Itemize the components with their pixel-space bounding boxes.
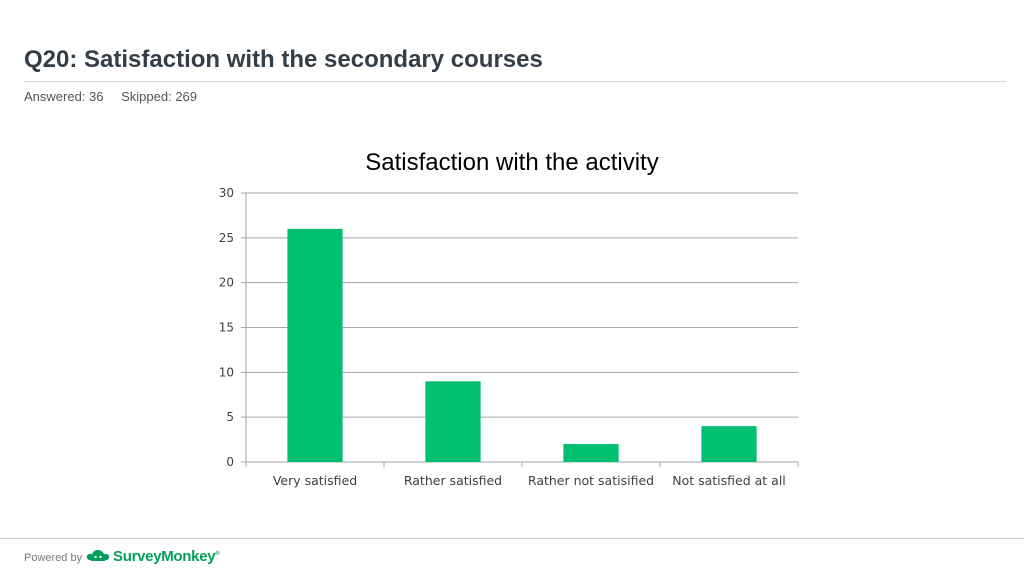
- y-tick-label: 15: [219, 321, 234, 335]
- title-divider: [24, 81, 1006, 82]
- y-tick-label: 5: [226, 410, 234, 424]
- y-tick-label: 20: [219, 276, 234, 290]
- bar: [563, 444, 619, 462]
- x-tick-label: Rather satisfied: [404, 473, 502, 488]
- x-tick-label: Rather not satisified: [528, 473, 654, 488]
- y-tick-label: 25: [219, 231, 234, 245]
- y-tick-label: 10: [219, 365, 234, 379]
- surveymonkey-logo-icon: [86, 550, 110, 561]
- x-tick-label: Not satisfied at all: [672, 473, 786, 488]
- powered-by-text: Powered by: [24, 552, 83, 564]
- bar: [287, 228, 343, 462]
- footer-divider: [0, 538, 1024, 539]
- response-stats: Answered: 36 Skipped: 269: [24, 89, 211, 104]
- tick-labels: 0 5 10 15 20 25 30 Very satisfied Rather satisfi…: [219, 186, 786, 488]
- brand-logo[interactable]: SurveyMonkey®: [86, 547, 220, 565]
- answered-count: Answered: 36: [24, 89, 104, 104]
- bars: [287, 228, 757, 462]
- skipped-count: Skipped: 269: [121, 89, 198, 104]
- page-title: Q20: Satisfaction with the secondary cou…: [24, 46, 543, 73]
- x-tick-label: Very satisfied: [273, 473, 357, 488]
- y-tick-label: 30: [219, 186, 234, 200]
- y-tick-label: 0: [226, 455, 234, 469]
- bar-chart: Satisfaction with the activity 0 5 10 15 20 2…: [219, 149, 799, 488]
- bar: [425, 381, 481, 462]
- bar: [701, 426, 757, 462]
- chart-title: Satisfaction with the activity: [365, 149, 658, 176]
- brand-name: SurveyMonkey®: [113, 547, 220, 565]
